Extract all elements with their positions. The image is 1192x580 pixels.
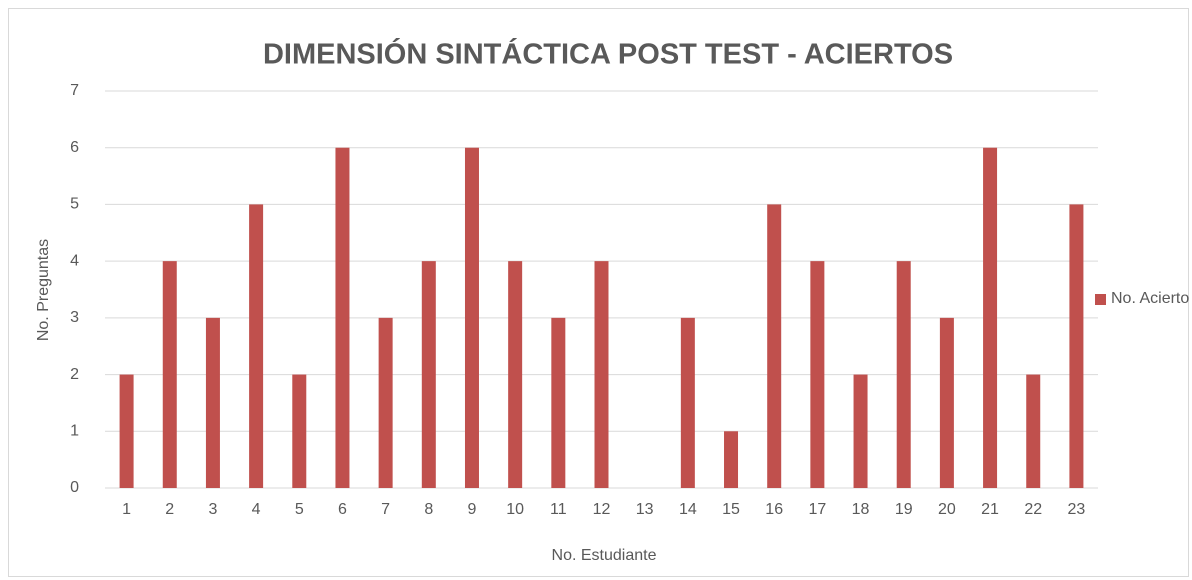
x-tick-label: 12 (593, 501, 611, 518)
x-tick-label: 3 (208, 501, 217, 518)
bar (983, 147, 998, 488)
x-tick-label: 18 (852, 501, 870, 518)
y-tick-label: 1 (70, 423, 79, 440)
x-tick-label: 2 (165, 501, 174, 518)
x-tick-label: 5 (295, 501, 304, 518)
x-axis-label: No. Estudiante (552, 547, 657, 564)
bar (421, 261, 436, 488)
legend-swatch (1095, 294, 1106, 305)
bar (508, 261, 523, 488)
x-tick-label: 22 (1024, 501, 1042, 518)
bar (335, 147, 350, 488)
bar (378, 317, 393, 488)
bar (680, 317, 695, 488)
x-tick-label: 7 (381, 501, 390, 518)
x-tick-label: 8 (424, 501, 433, 518)
x-tick-label: 1 (122, 501, 131, 518)
bar (292, 374, 307, 488)
x-tick-label: 6 (338, 501, 347, 518)
x-tick-label: 10 (506, 501, 524, 518)
y-tick-label: 5 (70, 196, 79, 213)
y-tick-label: 2 (70, 366, 79, 383)
bar (551, 317, 566, 488)
bar (119, 374, 134, 488)
y-tick-label: 0 (70, 479, 79, 496)
bar (249, 204, 264, 488)
bar (162, 261, 177, 488)
x-tick-label: 4 (252, 501, 261, 518)
y-tick-label: 7 (70, 82, 79, 99)
x-tick-label: 16 (765, 501, 783, 518)
y-tick-label: 3 (70, 309, 79, 326)
x-tick-label: 13 (636, 501, 654, 518)
bar (464, 147, 479, 488)
bar (724, 431, 739, 488)
x-tick-label: 14 (679, 501, 697, 518)
y-axis-label: No. Preguntas (35, 239, 52, 341)
bar (896, 261, 911, 488)
legend: No. Acierto (1095, 288, 1190, 310)
x-tick-label: 19 (895, 501, 913, 518)
bar (767, 204, 782, 488)
bar (810, 261, 825, 488)
y-tick-label: 6 (70, 139, 79, 156)
bar (853, 374, 868, 488)
chart-title: DIMENSIÓN SINTÁCTICA POST TEST - ACIERTO… (263, 37, 953, 71)
bar (205, 317, 220, 488)
x-tick-label: 11 (550, 501, 567, 518)
x-tick-label: 17 (808, 501, 826, 518)
bar (1069, 204, 1084, 488)
legend-label: No. Acierto (1111, 290, 1190, 307)
x-tick-label: 23 (1068, 501, 1086, 518)
x-tick-label: 21 (981, 501, 999, 518)
bar (1026, 374, 1041, 488)
x-tick-label: 20 (938, 501, 956, 518)
x-tick-label: 15 (722, 501, 740, 518)
bar (939, 317, 954, 488)
x-tick-label: 9 (468, 501, 477, 518)
bar (594, 261, 609, 488)
y-tick-label: 4 (70, 252, 79, 269)
